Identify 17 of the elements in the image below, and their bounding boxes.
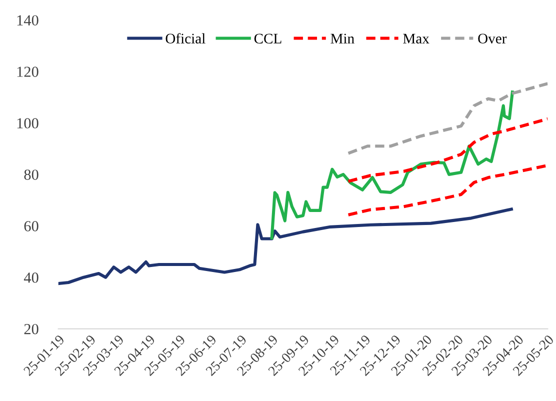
y-tick-label: 120 (17, 66, 38, 77)
y-tick-label: 100 (17, 118, 38, 128)
legend-label: Over (478, 34, 507, 44)
line-series (58, 208, 513, 286)
y-tick-label: 140 (17, 15, 38, 26)
legend-label: Min (330, 34, 354, 44)
y-tick-label: 20 (24, 324, 38, 334)
y-tick-label: 80 (24, 170, 38, 180)
line-series (346, 82, 548, 155)
y-tick-label: 40 (24, 272, 38, 283)
legend-label: CCL (254, 34, 282, 44)
legend-label: Oficial (166, 33, 206, 44)
line-series (270, 90, 514, 240)
line-series (346, 117, 548, 183)
y-tick-label: 60 (24, 221, 38, 232)
legend-label: Max (403, 34, 430, 44)
line-series (346, 164, 548, 216)
